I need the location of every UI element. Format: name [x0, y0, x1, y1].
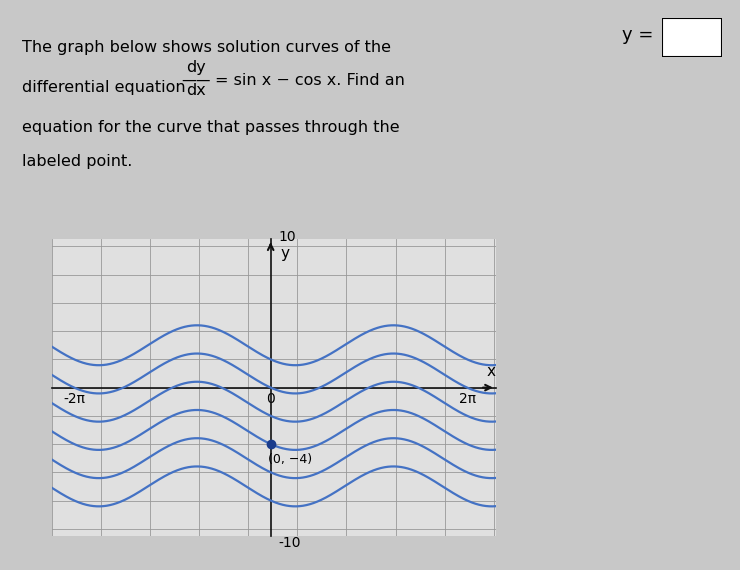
Text: 10: 10: [278, 230, 296, 243]
Text: y =: y =: [622, 26, 653, 44]
Text: labeled point.: labeled point.: [22, 154, 132, 169]
Text: differential equation: differential equation: [22, 80, 186, 95]
Text: y: y: [280, 246, 289, 262]
FancyBboxPatch shape: [662, 18, 722, 57]
Text: The graph below shows solution curves of the: The graph below shows solution curves of…: [22, 40, 391, 55]
Text: dx: dx: [186, 83, 206, 97]
Text: equation for the curve that passes through the: equation for the curve that passes throu…: [22, 120, 400, 135]
Text: -10: -10: [278, 536, 301, 550]
Text: x: x: [486, 364, 495, 379]
Text: dy: dy: [186, 60, 206, 75]
Text: ——: ——: [181, 73, 211, 88]
Text: (0, −4): (0, −4): [268, 453, 312, 466]
Text: = sin x − cos x. Find an: = sin x − cos x. Find an: [215, 73, 405, 88]
